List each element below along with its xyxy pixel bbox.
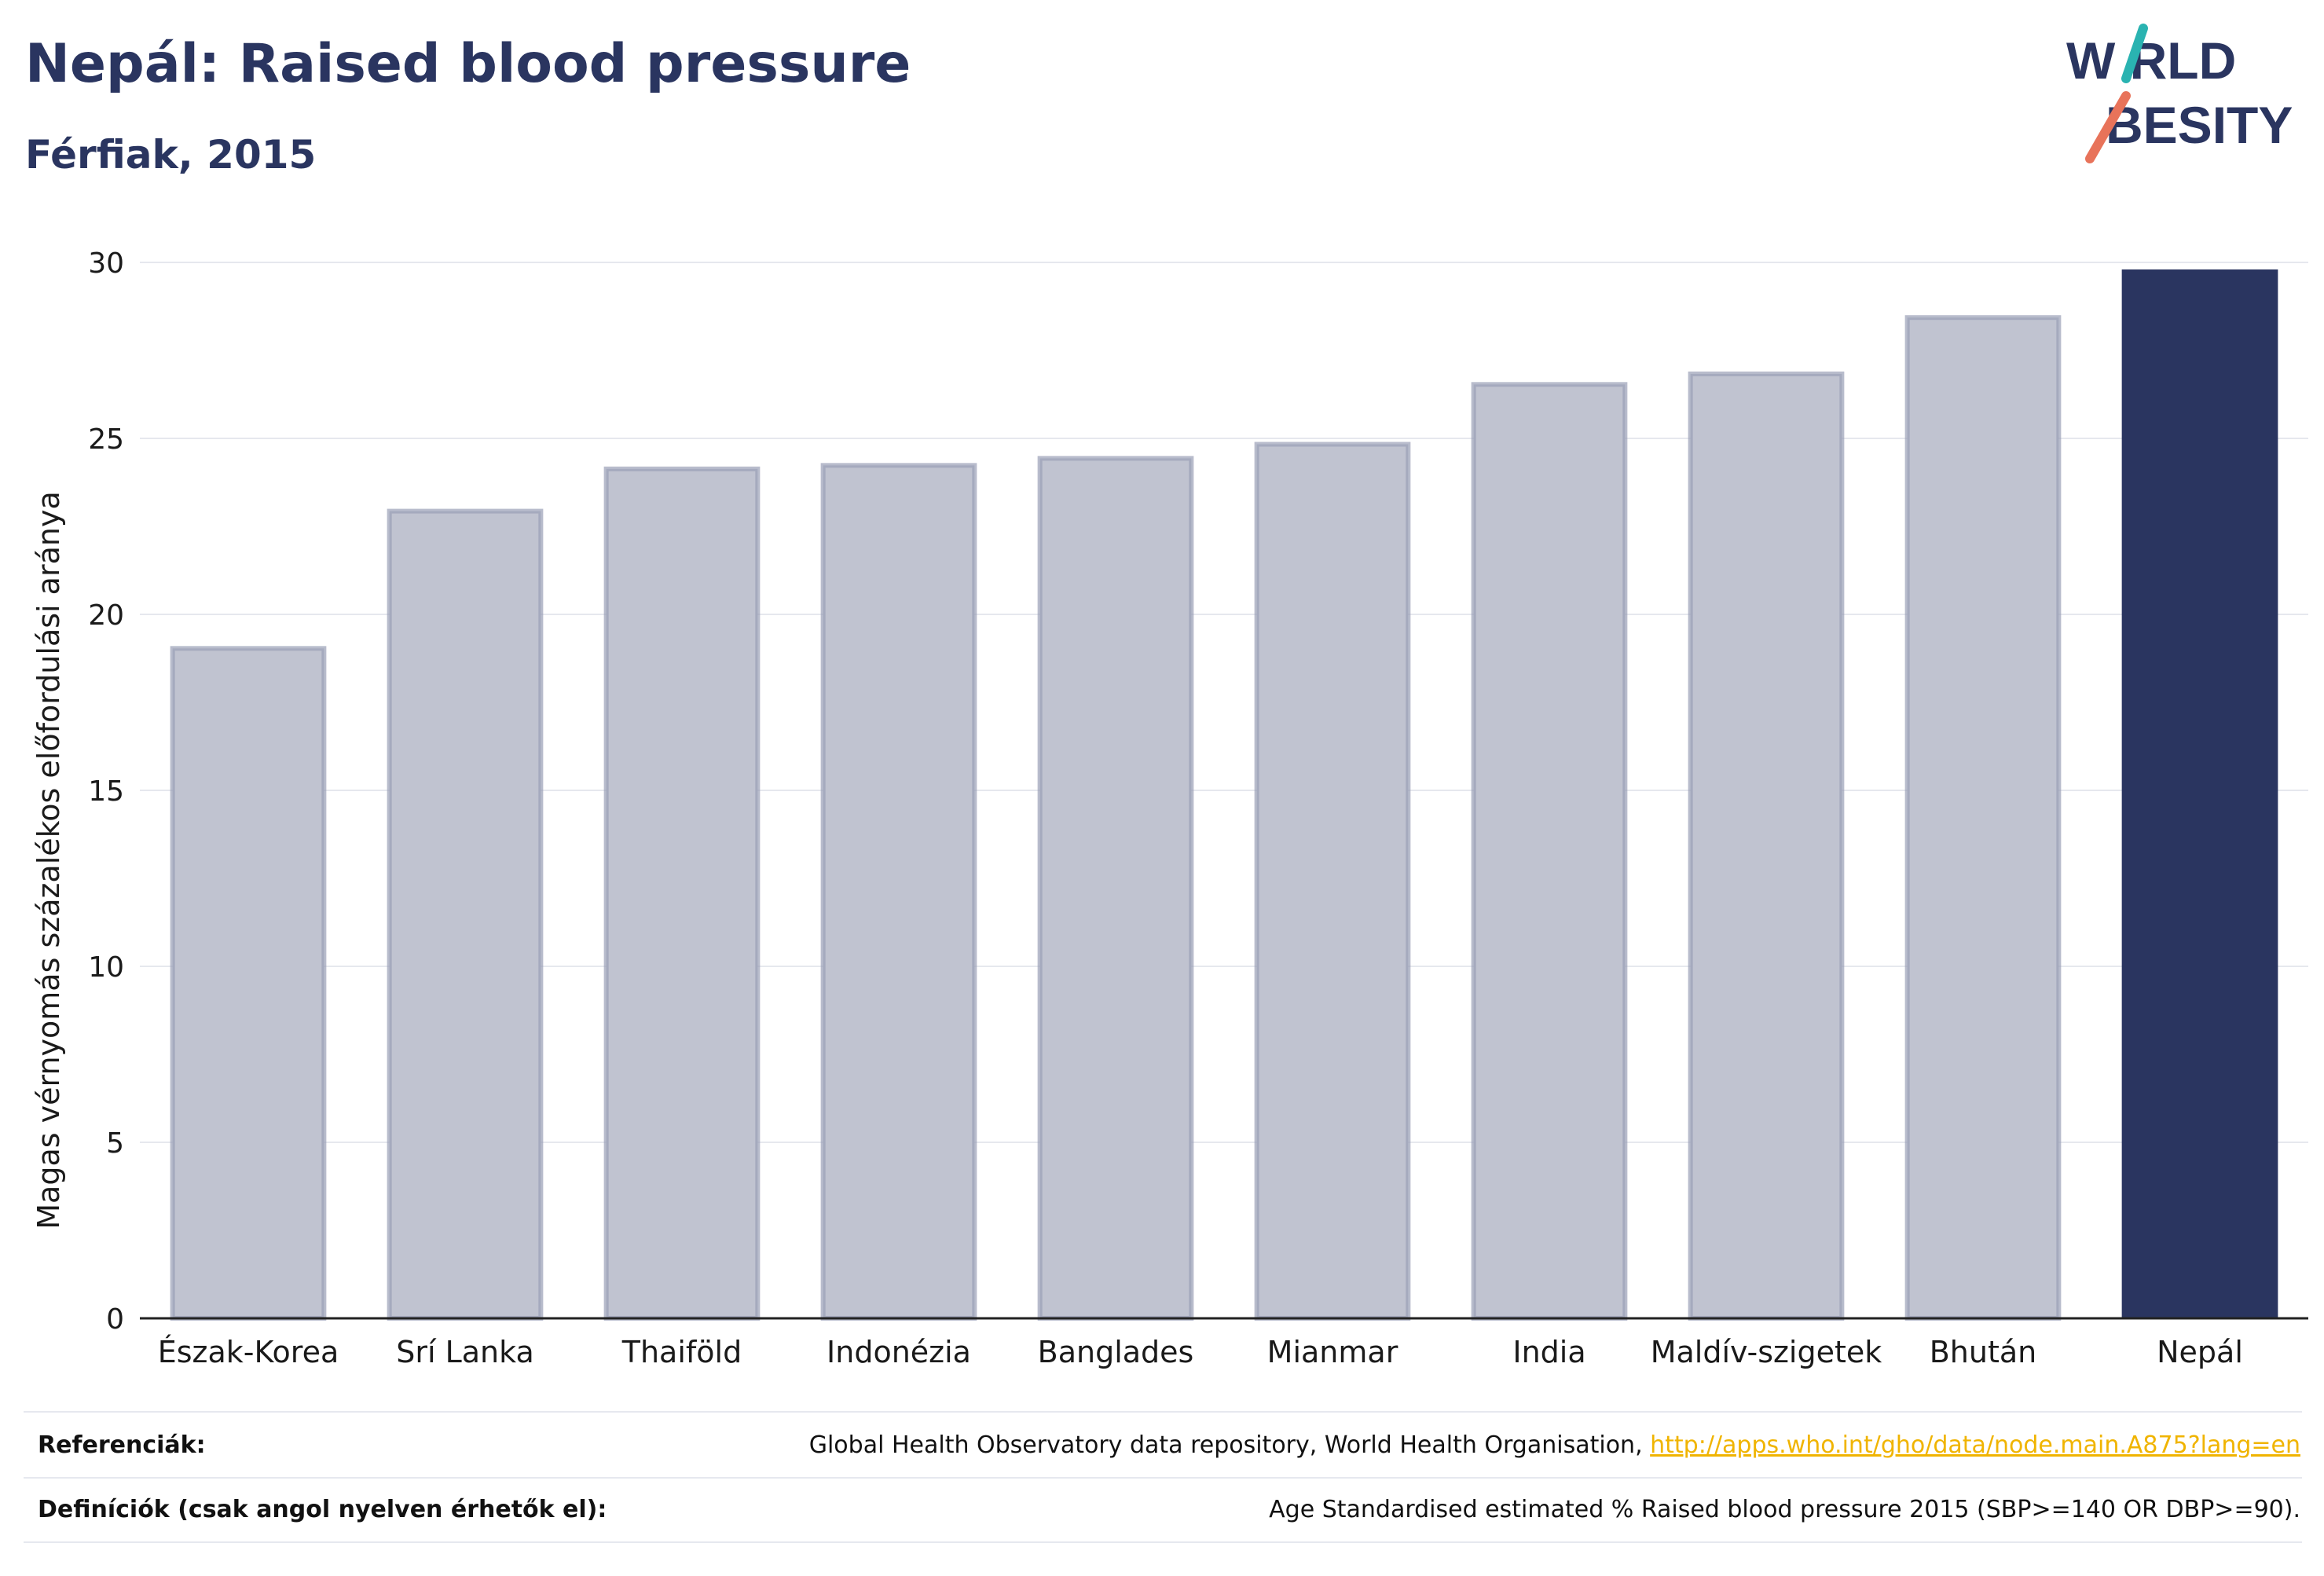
x-tick-label: Srí Lanka: [396, 1335, 534, 1369]
y-tick-label: 30: [88, 247, 124, 280]
bar-chart: 0 5 10 15 20 25 30 Észak-Korea Srí Lanka Thaiföld…: [88, 247, 2308, 1369]
y-tick-label: 5: [106, 1127, 124, 1160]
chart-subtitle: Férfiak, 2015: [25, 132, 317, 178]
footer-divider-top: [24, 1411, 2302, 1413]
world-obesity-logo: W RLD BESITY: [2066, 24, 2293, 163]
definitions-label: Definíciók (csak angol nyelven érhetők e…: [38, 1496, 607, 1523]
bar: [1037, 456, 1194, 1321]
x-tick-label: Nepál: [2157, 1335, 2243, 1369]
footer-divider-middle: [24, 1477, 2302, 1479]
x-tick-label: Észak-Korea: [158, 1335, 339, 1369]
bar: [1471, 382, 1628, 1321]
y-tick-label: 20: [88, 599, 124, 632]
y-tick-label: 10: [88, 951, 124, 984]
y-tick-label: 25: [88, 423, 124, 456]
logo-slash-coral: [2085, 91, 2131, 163]
y-axis-title: Magas vérnyomás százalékos előfordulási …: [31, 491, 66, 1230]
chart-title: Nepál: Raised blood pressure: [25, 33, 911, 95]
x-tick-label: Bhután: [1930, 1335, 2037, 1369]
footer-divider-bottom: [24, 1541, 2302, 1543]
bar: [1904, 315, 2062, 1321]
bar: [1688, 371, 1845, 1321]
logo-line-1: W RLD: [2066, 31, 2236, 90]
y-tick-label: 0: [106, 1303, 124, 1336]
bar: [1254, 442, 1411, 1321]
x-tick-label: Thaiföld: [621, 1335, 742, 1369]
logo-line-2: BESITY: [2106, 96, 2293, 154]
bar: [2121, 269, 2278, 1319]
x-tick-label: Mianmar: [1267, 1335, 1398, 1369]
definitions-value: Age Standardised estimated % Raised bloo…: [1269, 1496, 2300, 1523]
logo-slash-teal: [2121, 24, 2148, 83]
bar: [387, 508, 544, 1321]
x-tick-label: Banglades: [1038, 1335, 1194, 1369]
bar: [820, 463, 977, 1321]
bar: [170, 646, 327, 1321]
references-value: Global Health Observatory data repositor…: [809, 1431, 2300, 1459]
references-label: Referenciák:: [38, 1431, 206, 1459]
bar: [603, 466, 761, 1321]
x-tick-label: Indonézia: [827, 1335, 971, 1369]
y-tick-label: 15: [88, 775, 124, 808]
references-link[interactable]: http://apps.who.int/gho/data/node.main.A…: [1650, 1431, 2300, 1459]
x-tick-label: Maldív-szigetek: [1651, 1335, 1882, 1369]
references-text: Global Health Observatory data repositor…: [808, 1431, 1651, 1459]
x-tick-label: India: [1512, 1335, 1585, 1369]
